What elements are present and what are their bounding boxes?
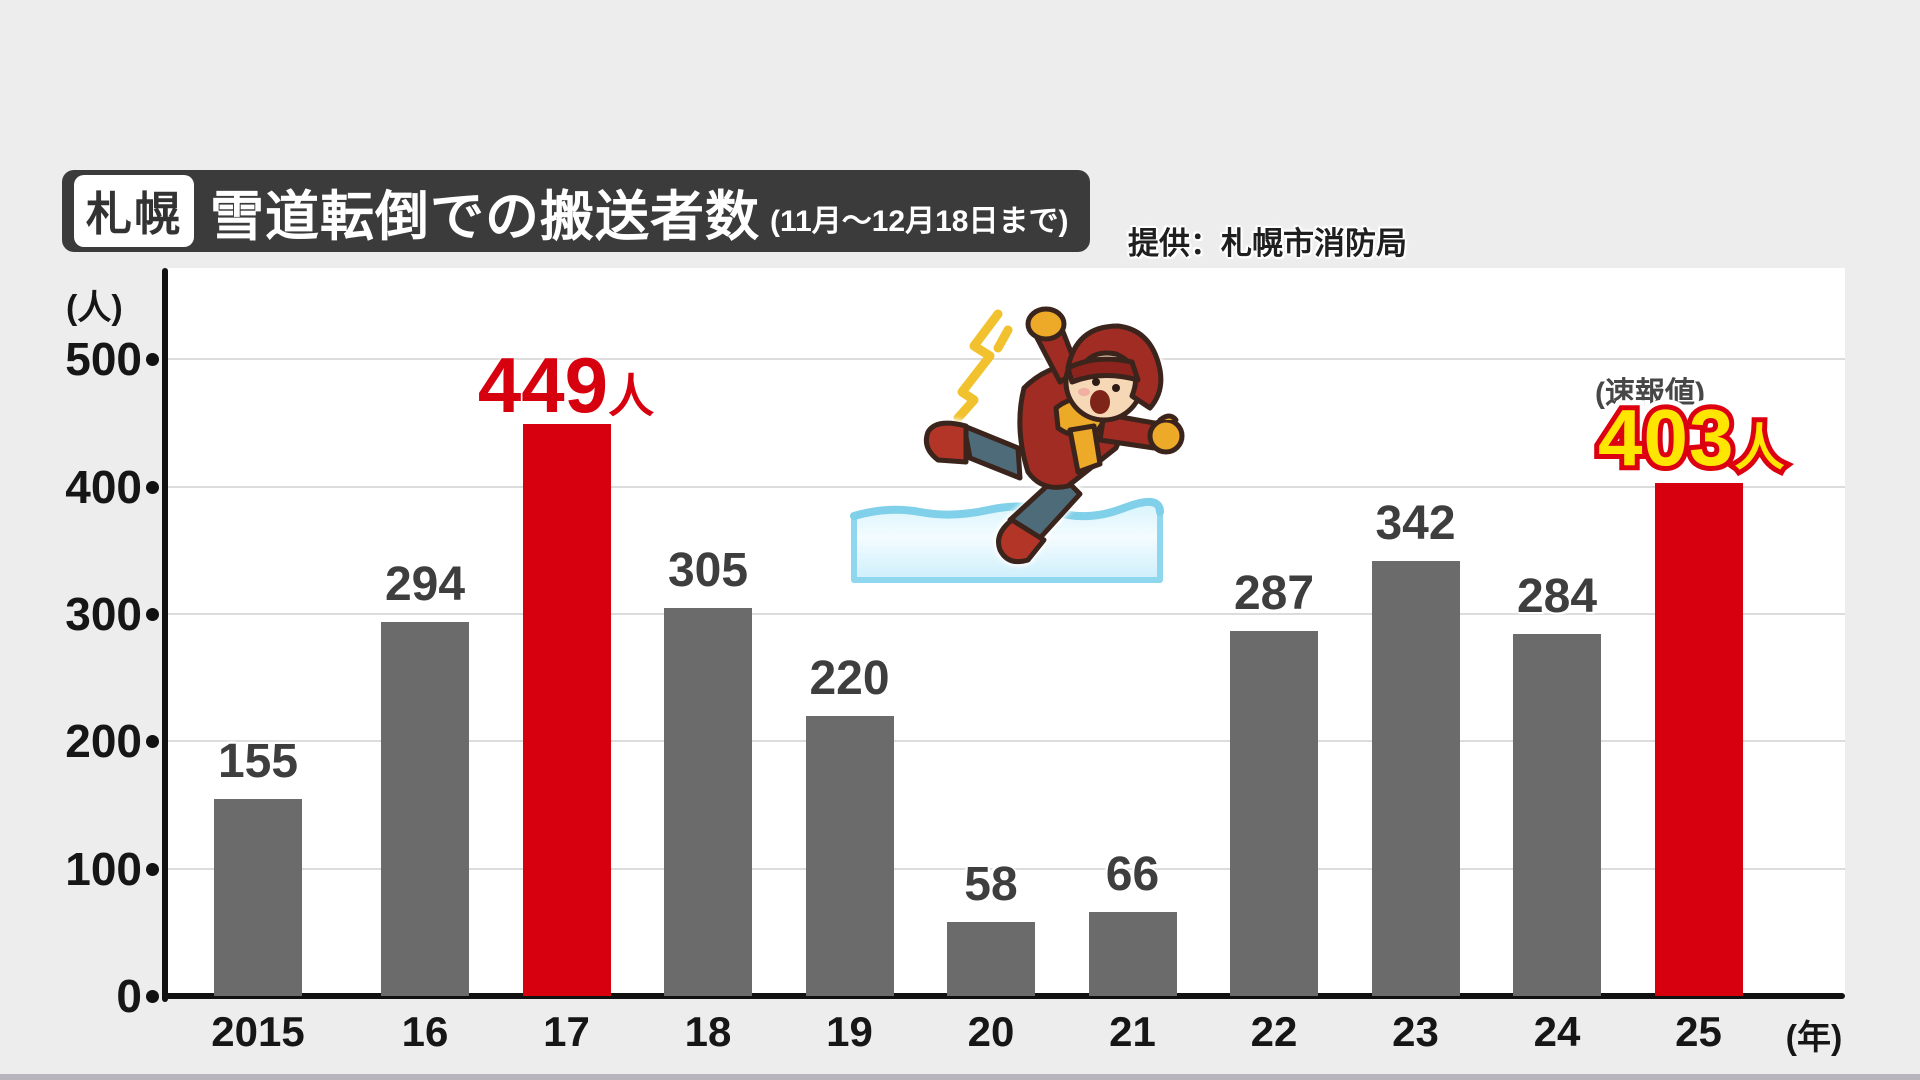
bar-value-label: 305 — [667, 543, 749, 597]
page-title: 雪道転倒での搬送者数 — [210, 186, 760, 247]
bar-20 — [947, 922, 1035, 996]
y-axis-unit-label: (人) — [66, 289, 123, 327]
x-axis-unit-label: (年) — [1785, 1019, 1843, 1057]
y-tick-dot — [146, 353, 159, 367]
bar-17 — [522, 424, 611, 996]
bar-22 — [1230, 630, 1318, 996]
bar-value-label: 155 — [217, 734, 299, 788]
y-axis-line — [162, 268, 168, 1002]
value-label-2017-highlight: 449人 — [477, 341, 655, 429]
x-tick-label: 18 — [684, 1008, 732, 1055]
x-tick-label: 21 — [1109, 1008, 1156, 1055]
bar-value-label: 58 — [964, 858, 1018, 912]
y-tick-dot — [146, 735, 159, 749]
x-tick-label: 20 — [967, 1008, 1015, 1055]
bar-value-label: 284 — [1516, 570, 1598, 624]
bar-23 — [1371, 560, 1460, 996]
title-bar: 札幌 雪道転倒での搬送者数 (11月〜12月18日まで) — [62, 170, 1091, 252]
person-slipping-on-ice-icon — [850, 306, 1185, 583]
y-tick-dot — [146, 608, 159, 622]
y-tick-dot — [146, 862, 159, 876]
gridline — [168, 485, 1845, 488]
x-tick-label: 2015 — [211, 1008, 305, 1055]
x-axis-line — [162, 993, 1845, 999]
x-tick-label: 19 — [826, 1008, 873, 1055]
y-tick-label: 200 — [65, 715, 142, 768]
bar-25 — [1654, 482, 1743, 996]
y-tick-label: 100 — [65, 842, 142, 895]
y-tick-dot — [146, 990, 159, 1003]
title-period-note: (11月〜12月18日まで) — [770, 205, 1069, 238]
x-tick-label: 16 — [401, 1008, 449, 1055]
y-tick-label: 300 — [65, 588, 142, 641]
bar-value-label: 220 — [809, 651, 890, 705]
location-badge: 札幌 — [74, 175, 194, 247]
bar-21 — [1088, 911, 1177, 996]
y-tick-label: 400 — [65, 460, 142, 513]
y-tick-label: 500 — [65, 333, 142, 386]
y-tick-dot — [146, 480, 159, 494]
preliminary-note: (速報値) — [1595, 377, 1705, 410]
bar-value-label: 66 — [1105, 847, 1160, 901]
bar-value-label: 342 — [1375, 496, 1456, 550]
bar-2015 — [214, 798, 302, 996]
x-tick-label: 23 — [1392, 1008, 1439, 1055]
x-tick-label: 17 — [543, 1008, 590, 1055]
bar-value-label: 294 — [384, 557, 466, 611]
source-credit: 提供：札幌市消防局 — [1128, 226, 1407, 261]
gridline — [168, 867, 1845, 870]
gridline — [168, 358, 1845, 361]
gridline — [168, 613, 1845, 616]
bar-24 — [1513, 634, 1601, 996]
x-tick-label: 25 — [1675, 1008, 1722, 1055]
x-tick-label: 22 — [1250, 1008, 1298, 1055]
screen-edge-strip — [0, 1074, 1920, 1080]
y-tick-label: 0 — [116, 970, 142, 1022]
bar-16 — [381, 621, 469, 996]
bar-18 — [664, 607, 752, 996]
bar-value-label: 287 — [1233, 566, 1315, 620]
x-tick-label: 24 — [1533, 1008, 1581, 1055]
bar-19 — [805, 715, 894, 996]
value-label-2025-highlight: 403人 403人 403人 — [1588, 388, 1795, 488]
gridline — [168, 740, 1845, 743]
